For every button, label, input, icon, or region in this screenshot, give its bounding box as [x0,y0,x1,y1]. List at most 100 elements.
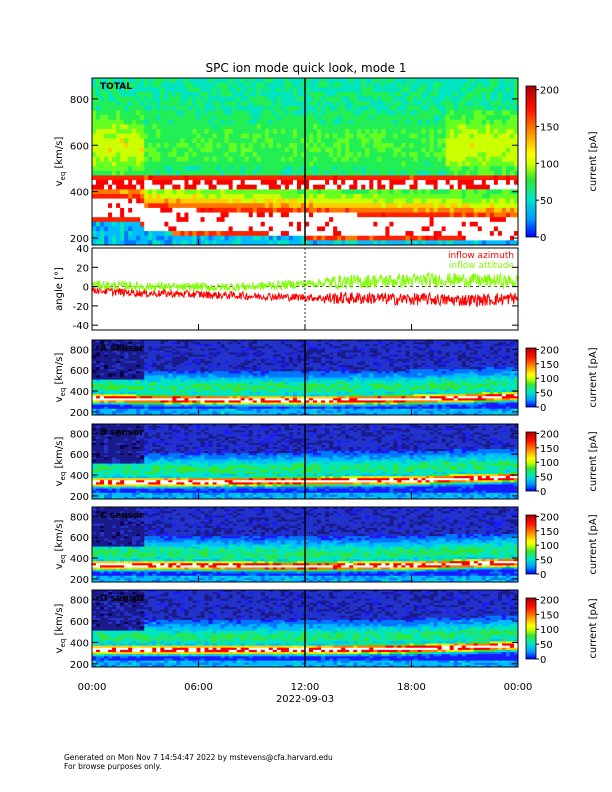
heatmap-cell [188,221,193,227]
heatmap-cell [256,212,262,218]
heatmap-cell [136,342,141,345]
heatmap-cell [152,87,157,93]
heatmap-cell [349,147,354,153]
heatmap-cell [176,352,181,355]
heatmap-cell [200,231,205,237]
heatmap-cell [172,105,177,111]
heatmap-cell [457,156,463,162]
heatmap-cell [208,91,213,97]
heatmap-cell [156,342,161,345]
heatmap-cell [184,371,189,374]
heatmap-cell [268,124,274,130]
heatmap-cell [132,350,137,353]
heatmap-cell [224,91,230,97]
heatmap-cell [305,78,310,84]
heatmap-cell [461,180,467,186]
heatmap-cell [309,207,314,213]
heatmap-cell [108,147,113,153]
heatmap-cell [469,170,475,176]
heatmap-cell [164,398,169,401]
heatmap-cell [329,156,334,162]
heatmap-cell [461,142,467,148]
heatmap-cell [449,91,455,97]
heatmap-cell [437,161,443,167]
heatmap-cell [389,152,394,158]
heatmap-cell [216,207,221,213]
heatmap-cell [208,373,213,376]
heatmap-cell [465,101,471,107]
heatmap-cell [365,175,370,181]
heatmap-cell [333,161,338,167]
heatmap-cell [212,193,217,200]
heatmap-cell [248,133,254,139]
heatmap-cell [489,110,495,116]
heatmap-cell [200,404,205,408]
heatmap-cell [369,207,374,213]
heatmap-cell [200,377,205,380]
heatmap-cell [357,124,362,130]
heatmap-cell [112,371,117,374]
heatmap-cell [180,82,185,88]
heatmap-cell [284,221,290,227]
heatmap-cell [272,82,278,88]
heatmap-cell [333,91,338,97]
heatmap-cell [188,170,193,176]
heatmap-cell [92,175,97,181]
heatmap-cell [313,142,318,148]
heatmap-cell [256,235,262,241]
heatmap-cell [280,101,286,107]
heatmap-cell [176,78,181,84]
heatmap-cell [176,344,181,347]
heatmap-cell [220,115,226,121]
heatmap-cell [477,175,483,181]
heatmap-cell [413,115,418,121]
heatmap-cell [208,101,213,107]
heatmap-cell [385,231,390,237]
heatmap-cell [337,240,342,246]
heatmap-cell [260,231,266,237]
heatmap-cell [208,400,213,403]
heatmap-cell [240,152,246,158]
heatmap-cell [164,119,169,125]
heatmap-cell [337,226,342,232]
heatmap-cell [321,115,326,121]
heatmap-cell [505,87,511,93]
heatmap-cell [152,180,157,186]
heatmap-cell [228,152,234,158]
heatmap-cell [168,115,173,121]
heatmap-cell [349,138,354,144]
heatmap-cell [405,101,410,107]
heatmap-cell [136,404,141,408]
heatmap-cell [413,161,418,167]
heatmap-cell [353,231,358,237]
heatmap-cell [449,217,455,223]
heatmap-cell [172,346,177,349]
heatmap-cell [248,235,254,241]
heatmap-cell [156,375,161,378]
heatmap-cell [441,189,447,195]
heatmap-cell [465,147,471,153]
heatmap-cell [457,161,463,167]
heatmap-cell [164,394,169,397]
heatmap-cell [136,152,141,158]
heatmap-cell [509,240,515,246]
heatmap-cell [260,189,266,195]
heatmap-cell [200,392,205,395]
heatmap-cell [453,110,459,116]
heatmap-cell [421,91,426,97]
heatmap-cell [385,226,390,232]
heatmap-cell [140,350,145,353]
heatmap-cell [453,180,459,186]
heatmap-cell [260,161,266,167]
heatmap-cell [405,156,410,162]
heatmap-cell [300,184,306,190]
heatmap-cell [437,207,443,213]
heatmap-cell [124,101,129,107]
heatmap-cell [136,412,141,416]
heatmap-cell [321,217,326,223]
heatmap-cell [453,189,459,195]
heatmap-cell [116,402,121,405]
heatmap-cell [345,161,350,167]
heatmap-cell [465,221,471,227]
heatmap-cell [116,105,121,111]
